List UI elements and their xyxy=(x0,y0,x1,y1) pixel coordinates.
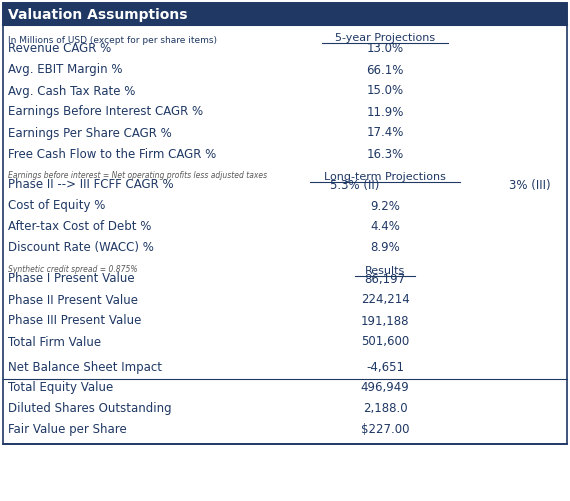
Text: Earnings Per Share CAGR %: Earnings Per Share CAGR % xyxy=(8,126,172,139)
Text: 86,197: 86,197 xyxy=(364,272,406,285)
Bar xyxy=(3,4,567,444)
Text: 191,188: 191,188 xyxy=(361,314,409,327)
Text: Avg. EBIT Margin %: Avg. EBIT Margin % xyxy=(8,63,123,76)
Text: Phase II --> III FCFF CAGR %: Phase II --> III FCFF CAGR % xyxy=(8,178,174,191)
Text: 17.4%: 17.4% xyxy=(367,126,404,139)
Text: -4,651: -4,651 xyxy=(366,360,404,373)
Text: Synthetic credit spread = 0.875%: Synthetic credit spread = 0.875% xyxy=(8,265,137,274)
Text: Revenue CAGR %: Revenue CAGR % xyxy=(8,43,111,56)
Text: 3% (III): 3% (III) xyxy=(509,178,551,191)
Text: 5.3% (II): 5.3% (II) xyxy=(330,178,380,191)
Text: 15.0%: 15.0% xyxy=(367,84,404,97)
Text: 2,188.0: 2,188.0 xyxy=(363,402,408,415)
Text: Discount Rate (WACC) %: Discount Rate (WACC) % xyxy=(8,241,154,254)
Text: Long-term Projections: Long-term Projections xyxy=(324,172,446,182)
Text: Total Equity Value: Total Equity Value xyxy=(8,381,113,394)
Text: Free Cash Flow to the Firm CAGR %: Free Cash Flow to the Firm CAGR % xyxy=(8,147,216,160)
Text: Phase I Present Value: Phase I Present Value xyxy=(8,272,135,285)
Text: 501,600: 501,600 xyxy=(361,335,409,348)
Text: 5-year Projections: 5-year Projections xyxy=(335,33,435,43)
Text: 16.3%: 16.3% xyxy=(367,147,404,160)
Text: In Millions of USD (except for per share items): In Millions of USD (except for per share… xyxy=(8,36,217,45)
Text: Net Balance Sheet Impact: Net Balance Sheet Impact xyxy=(8,360,162,373)
Text: Results: Results xyxy=(365,266,405,276)
Text: Valuation Assumptions: Valuation Assumptions xyxy=(8,8,188,22)
Text: After-tax Cost of Debt %: After-tax Cost of Debt % xyxy=(8,220,152,233)
Text: 496,949: 496,949 xyxy=(361,381,409,394)
Text: Phase II Present Value: Phase II Present Value xyxy=(8,293,138,306)
Text: Avg. Cash Tax Rate %: Avg. Cash Tax Rate % xyxy=(8,84,136,97)
Bar xyxy=(3,4,567,26)
Text: Earnings before interest = Net operating profits less adjusted taxes: Earnings before interest = Net operating… xyxy=(8,171,267,180)
Text: Phase III Present Value: Phase III Present Value xyxy=(8,314,141,327)
Text: 224,214: 224,214 xyxy=(361,293,409,306)
Text: 11.9%: 11.9% xyxy=(367,105,404,118)
Text: Diluted Shares Outstanding: Diluted Shares Outstanding xyxy=(8,402,172,415)
Text: Fair Value per Share: Fair Value per Share xyxy=(8,423,127,436)
Text: $227.00: $227.00 xyxy=(361,423,409,436)
Text: Earnings Before Interest CAGR %: Earnings Before Interest CAGR % xyxy=(8,105,203,118)
Text: 9.2%: 9.2% xyxy=(370,199,400,212)
Text: 8.9%: 8.9% xyxy=(370,241,400,254)
Text: Total Firm Value: Total Firm Value xyxy=(8,335,101,348)
Text: 13.0%: 13.0% xyxy=(367,43,404,56)
Text: Cost of Equity %: Cost of Equity % xyxy=(8,199,105,212)
Text: 4.4%: 4.4% xyxy=(370,220,400,233)
Text: 66.1%: 66.1% xyxy=(367,63,404,76)
